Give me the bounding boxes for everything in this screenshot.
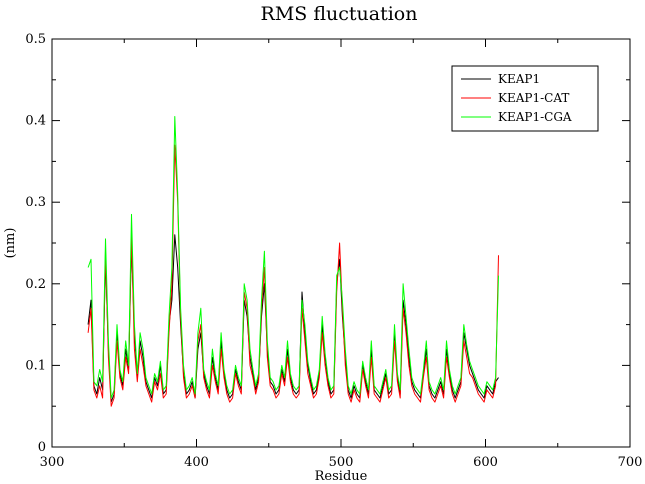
x-tick-label: 300: [40, 455, 65, 470]
series-line-keap1-cat: [87, 144, 499, 407]
data-series: [87, 116, 499, 407]
y-tick-label: 0.5: [25, 32, 46, 47]
x-tick-label: 600: [473, 455, 498, 470]
y-axis-label: (nm): [3, 228, 18, 259]
x-axis-label: Residue: [315, 469, 368, 484]
series-line-keap1-cga: [87, 116, 499, 399]
x-tick-label: 400: [184, 455, 209, 470]
legend: KEAP1 KEAP1-CAT KEAP1-CGA: [451, 65, 599, 132]
y-tick-label: 0.4: [25, 114, 46, 129]
legend-label: KEAP1-CAT: [498, 91, 569, 105]
series-line-keap1: [87, 234, 499, 403]
x-tick-label: 500: [329, 455, 354, 470]
chart-title: RMS fluctuation: [261, 3, 418, 25]
x-tick-label: 700: [618, 455, 643, 470]
y-tick-label: 0.2: [25, 277, 46, 292]
axis-ticks: 300 400 500 600 700 0 0.1 0.2 0.3 0.4 0.5: [25, 32, 642, 470]
legend-label: KEAP1: [498, 72, 540, 86]
legend-label: KEAP1-CGA: [498, 110, 572, 124]
y-tick-label: 0.3: [25, 195, 46, 210]
y-tick-label: 0.1: [25, 358, 46, 373]
y-tick-label: 0: [38, 440, 46, 455]
